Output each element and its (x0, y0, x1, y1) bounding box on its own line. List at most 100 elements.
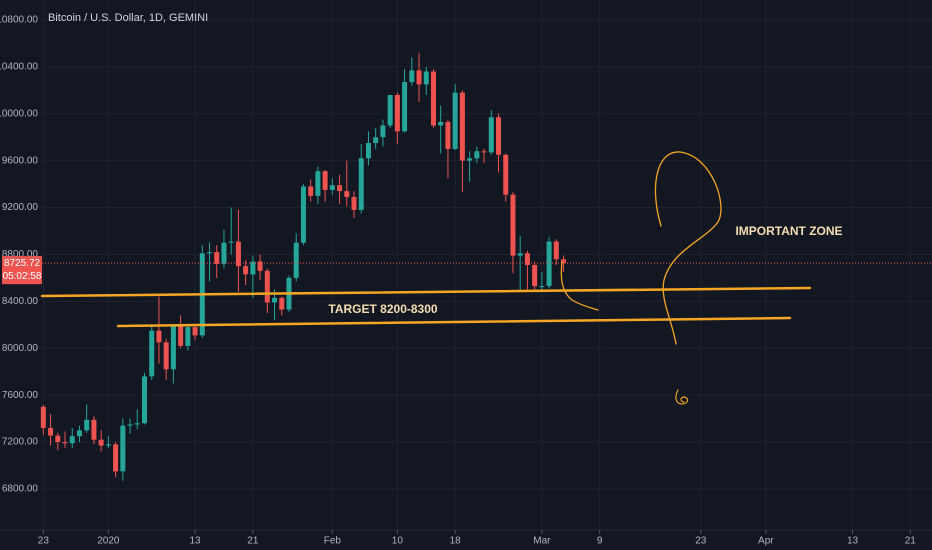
candles (40, 52, 567, 481)
candle-body (293, 242, 299, 278)
candle-body (365, 143, 371, 159)
candle-body (105, 444, 111, 446)
candle-body (243, 266, 249, 275)
last-price-label: 8725.72 05:02:58 (2, 256, 42, 285)
candle-body (113, 444, 119, 472)
candle-body (546, 241, 552, 287)
candle-body (474, 151, 480, 159)
candle-body (488, 117, 494, 153)
candle-body (423, 71, 429, 85)
candle-body (134, 423, 140, 425)
freehand-squiggle (675, 389, 689, 405)
candle-body (402, 82, 408, 132)
candle-body (76, 430, 82, 437)
countdown-text: 05:02:58 (3, 271, 42, 282)
candle-body (185, 327, 191, 346)
x-tick-label: 2020 (97, 536, 120, 547)
candle-body (315, 171, 321, 196)
candle-body (178, 325, 184, 346)
candle-body (539, 286, 545, 288)
y-tick-label: 10000.00 (0, 108, 38, 119)
x-tick-label: Mar (533, 536, 551, 547)
candle-body (373, 137, 379, 144)
candle-body (496, 117, 502, 155)
candle-body (344, 191, 350, 197)
x-tick-label: 18 (450, 536, 462, 547)
candle-body (452, 92, 458, 149)
candle-body (532, 265, 538, 287)
candle-body (561, 259, 567, 264)
candle-body (170, 325, 176, 370)
candle-body (141, 376, 147, 424)
candle-body (48, 427, 54, 436)
y-tick-label: 8800.00 (2, 249, 39, 260)
candle-body (207, 252, 213, 254)
candle-body (91, 419, 97, 440)
candle-body (69, 436, 75, 444)
candle-body (120, 425, 126, 472)
candle-body (510, 194, 516, 256)
candle-body (517, 253, 523, 256)
annotation: TARGET 8200-8300 (328, 302, 437, 316)
candle-body (279, 297, 285, 310)
candle-body (221, 242, 227, 264)
x-axis: 23 2020 13 21 Feb 10 18 Mar 9 23 Apr 13 21 (38, 530, 917, 547)
candle-body (192, 327, 198, 336)
candle-body (272, 297, 278, 303)
candle-body (98, 439, 104, 446)
candle-body (503, 154, 509, 195)
drawings (40, 151, 812, 405)
candle-body (300, 186, 306, 243)
candle-body (149, 330, 155, 377)
y-tick-label: 9200.00 (2, 202, 39, 213)
candle-body (250, 261, 256, 275)
candle-body (387, 94, 393, 126)
last-price-text: 8725.72 (4, 258, 41, 269)
last-price-box (2, 256, 42, 285)
freehand-question-mark (654, 151, 722, 345)
candle-body (214, 252, 220, 264)
x-tick-label: 21 (905, 536, 917, 547)
candle-body (163, 342, 169, 370)
x-tick-label: 23 (38, 536, 50, 547)
x-tick-label: 21 (247, 536, 259, 547)
candle-body (228, 241, 234, 243)
candle-body (445, 121, 451, 149)
candle-body (329, 185, 335, 190)
x-tick-label: 10 (392, 536, 404, 547)
y-tick-label: 7200.00 (2, 437, 39, 448)
candle-body (84, 419, 90, 431)
candle-body (40, 406, 46, 428)
candle-body (156, 330, 162, 343)
y-tick-label: 8000.00 (2, 343, 39, 354)
y-tick-label: 9600.00 (2, 155, 39, 166)
x-tick-label: Apr (758, 536, 774, 547)
y-axis: 6800.00 7200.00 7600.00 8000.00 8400.00 8800.… (0, 15, 38, 495)
candle-body (467, 158, 473, 161)
x-tick-label: 13 (847, 536, 859, 547)
candle-body (416, 70, 422, 85)
candle-body (524, 253, 530, 265)
y-tick-label: 6800.00 (2, 484, 39, 495)
trend-line (40, 286, 812, 298)
candle-body (394, 94, 400, 132)
freehand-stroke (560, 261, 599, 311)
candle-body (337, 185, 343, 192)
candle-body (127, 424, 133, 426)
candle-body (308, 186, 314, 196)
candle-body (358, 158, 364, 210)
y-tick-label: 7600.00 (2, 390, 39, 401)
candle-body (62, 442, 68, 444)
candle-body (553, 241, 559, 260)
candle-body (380, 125, 386, 138)
annotation: IMPORTANT ZONE (735, 224, 842, 238)
candle-body (235, 241, 241, 267)
chart-title: Bitcoin / U.S. Dollar, 1D, GEMINI (48, 12, 208, 24)
y-tick-label: 8400.00 (2, 296, 39, 307)
candle-body (351, 196, 357, 210)
candle-body (322, 171, 328, 190)
x-tick-label: Feb (324, 536, 342, 547)
y-tick-label: 10400.00 (0, 61, 38, 72)
